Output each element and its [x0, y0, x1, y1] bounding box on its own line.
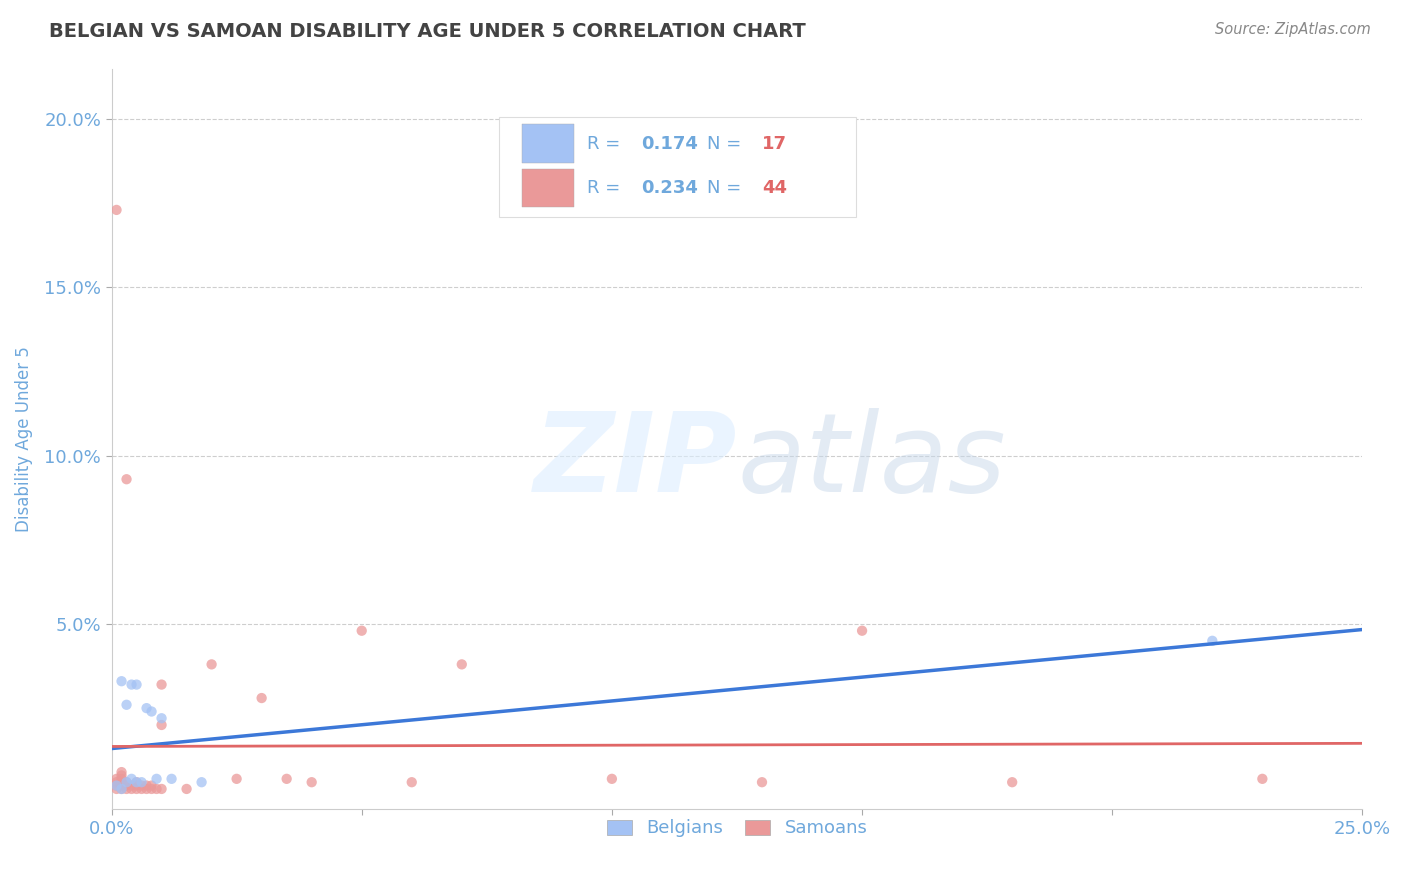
Point: [1201, 633, 1223, 648]
Point: [105, 779, 128, 793]
Point: [121, 677, 143, 691]
Point: [135, 781, 157, 796]
Point: [150, 711, 173, 725]
Text: ZIP: ZIP: [533, 408, 737, 515]
Point: [110, 772, 132, 786]
Point: [1001, 775, 1024, 789]
Point: [125, 775, 148, 789]
Point: [110, 779, 132, 793]
Point: [115, 472, 138, 486]
Text: BELGIAN VS SAMOAN DISABILITY AGE UNDER 5 CORRELATION CHART: BELGIAN VS SAMOAN DISABILITY AGE UNDER 5…: [49, 22, 806, 41]
Point: [125, 677, 148, 691]
Point: [190, 775, 212, 789]
Point: [121, 779, 143, 793]
Point: [301, 775, 323, 789]
Point: [176, 781, 198, 796]
Point: [110, 781, 132, 796]
Point: [131, 781, 153, 796]
Point: [160, 772, 183, 786]
Point: [751, 775, 773, 789]
Point: [1251, 772, 1274, 786]
Text: 0.174: 0.174: [641, 135, 697, 153]
Text: Source: ZipAtlas.com: Source: ZipAtlas.com: [1215, 22, 1371, 37]
Point: [115, 698, 138, 712]
Point: [350, 624, 373, 638]
Point: [110, 674, 132, 689]
Point: [131, 775, 153, 789]
Point: [200, 657, 222, 672]
Point: [276, 772, 298, 786]
Point: [250, 691, 273, 706]
Point: [115, 775, 138, 789]
Text: 0.234: 0.234: [641, 179, 697, 197]
Point: [401, 775, 423, 789]
Point: [600, 772, 623, 786]
Point: [141, 779, 163, 793]
Point: [125, 775, 148, 789]
Text: 44: 44: [762, 179, 787, 197]
Point: [131, 779, 153, 793]
Point: [110, 775, 132, 789]
Point: [851, 624, 873, 638]
Point: [105, 779, 128, 793]
Legend: Belgians, Samoans: Belgians, Samoans: [599, 812, 875, 845]
Y-axis label: Disability Age Under 5: Disability Age Under 5: [15, 346, 32, 532]
Point: [105, 775, 128, 789]
Text: 17: 17: [762, 135, 787, 153]
Point: [225, 772, 247, 786]
Point: [105, 781, 128, 796]
Text: atlas: atlas: [737, 408, 1005, 515]
Point: [115, 779, 138, 793]
Point: [141, 781, 163, 796]
Point: [105, 772, 128, 786]
Point: [150, 781, 173, 796]
Point: [121, 772, 143, 786]
Point: [105, 202, 128, 217]
Point: [121, 781, 143, 796]
Point: [110, 768, 132, 782]
FancyBboxPatch shape: [522, 169, 575, 207]
FancyBboxPatch shape: [499, 117, 856, 217]
Point: [135, 779, 157, 793]
Point: [125, 779, 148, 793]
Text: R =: R =: [586, 135, 626, 153]
FancyBboxPatch shape: [522, 124, 575, 162]
Point: [150, 718, 173, 732]
Point: [115, 775, 138, 789]
Point: [115, 781, 138, 796]
Point: [110, 781, 132, 796]
Point: [141, 705, 163, 719]
Point: [125, 781, 148, 796]
Point: [135, 701, 157, 715]
Point: [110, 765, 132, 780]
Text: N =: N =: [707, 179, 747, 197]
Point: [145, 781, 167, 796]
Text: R =: R =: [586, 179, 626, 197]
Text: N =: N =: [707, 135, 747, 153]
Point: [450, 657, 472, 672]
Point: [145, 772, 167, 786]
Point: [150, 677, 173, 691]
